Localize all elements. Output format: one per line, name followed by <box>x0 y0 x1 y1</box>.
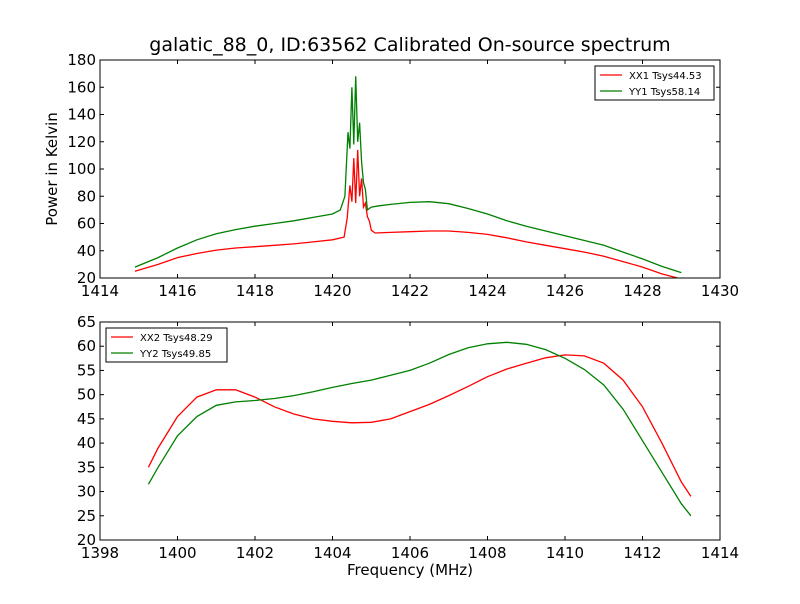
legend: XX2 Tsys48.29 YY2 Tsys49.85 <box>105 327 228 363</box>
y-tick-label: 55 <box>77 361 96 379</box>
x-tick-label: 1424 <box>468 282 506 300</box>
y-tick-label: 45 <box>77 410 96 428</box>
y-tick-label: 40 <box>77 242 96 260</box>
legend-label-2: YY2 Tsys49.85 <box>139 349 211 360</box>
legend-label-2: YY1 Tsys58.14 <box>628 87 700 98</box>
y-tick-label: 20 <box>77 531 96 549</box>
x-tick-label: 1414 <box>701 544 739 562</box>
x-axis-label: Frequency (MHz) <box>346 561 474 579</box>
x-tick-label: 1426 <box>546 282 584 300</box>
y-tick-label: 65 <box>77 313 96 331</box>
x-tick-label: 1406 <box>391 544 429 562</box>
y-tick-label: 60 <box>77 215 96 233</box>
y-tick-label: 60 <box>77 337 96 355</box>
x-tick-label: 1416 <box>158 282 196 300</box>
x-tick-label: 1398 <box>81 544 119 562</box>
bottom-plot: 1398 1400 1402 1404 1406 1408 1410 1412 1414 20 25… <box>77 313 739 562</box>
x-tick-label: 1422 <box>391 282 429 300</box>
top-plot: 1414 1416 1418 1420 1422 1424 1426 1428 1430 20 40… <box>67 51 739 300</box>
x-tick-label: 1412 <box>623 544 661 562</box>
y-tick-label: 180 <box>67 51 96 69</box>
legend: XX1 Tsys44.53 YY1 Tsys58.14 <box>594 65 715 101</box>
y-tick-label: 140 <box>67 106 96 124</box>
x-tick-label: 1404 <box>313 544 351 562</box>
y-tick-label: 80 <box>77 187 96 205</box>
y-tick-label: 40 <box>77 434 96 452</box>
x-tick-label: 1428 <box>623 282 661 300</box>
y-tick-label: 120 <box>67 133 96 151</box>
x-tick-label: 1400 <box>158 544 196 562</box>
x-tick-label: 1418 <box>236 282 274 300</box>
x-tick-label: 1420 <box>313 282 351 300</box>
x-tick-label: 1402 <box>236 544 274 562</box>
chart-title: galatic_88_0, ID:63562 Calibrated On-sou… <box>149 34 671 56</box>
legend-box <box>594 65 715 101</box>
legend-label-1: XX2 Tsys48.29 <box>140 333 213 344</box>
y-tick-label: 30 <box>77 483 96 501</box>
legend-box <box>105 327 228 363</box>
y-tick-label: 20 <box>77 269 96 287</box>
x-tick-label: 1414 <box>81 282 119 300</box>
series-line-2 <box>134 76 682 274</box>
y-tick-label: 25 <box>77 507 96 525</box>
series-line-2 <box>147 341 692 517</box>
y-tick-label: 35 <box>77 458 96 476</box>
x-tick-label: 1430 <box>701 282 739 300</box>
legend-label-1: XX1 Tsys44.53 <box>629 71 702 82</box>
series-line-1 <box>134 149 678 279</box>
y-tick-label: 160 <box>67 78 96 96</box>
y-tick-label: 50 <box>77 386 96 404</box>
y-tick-label: 100 <box>67 160 96 178</box>
x-tick-label: 1410 <box>546 544 584 562</box>
y-axis-label: Power in Kelvin <box>43 112 61 226</box>
x-tick-label: 1408 <box>468 544 506 562</box>
series-line-1 <box>147 354 692 497</box>
